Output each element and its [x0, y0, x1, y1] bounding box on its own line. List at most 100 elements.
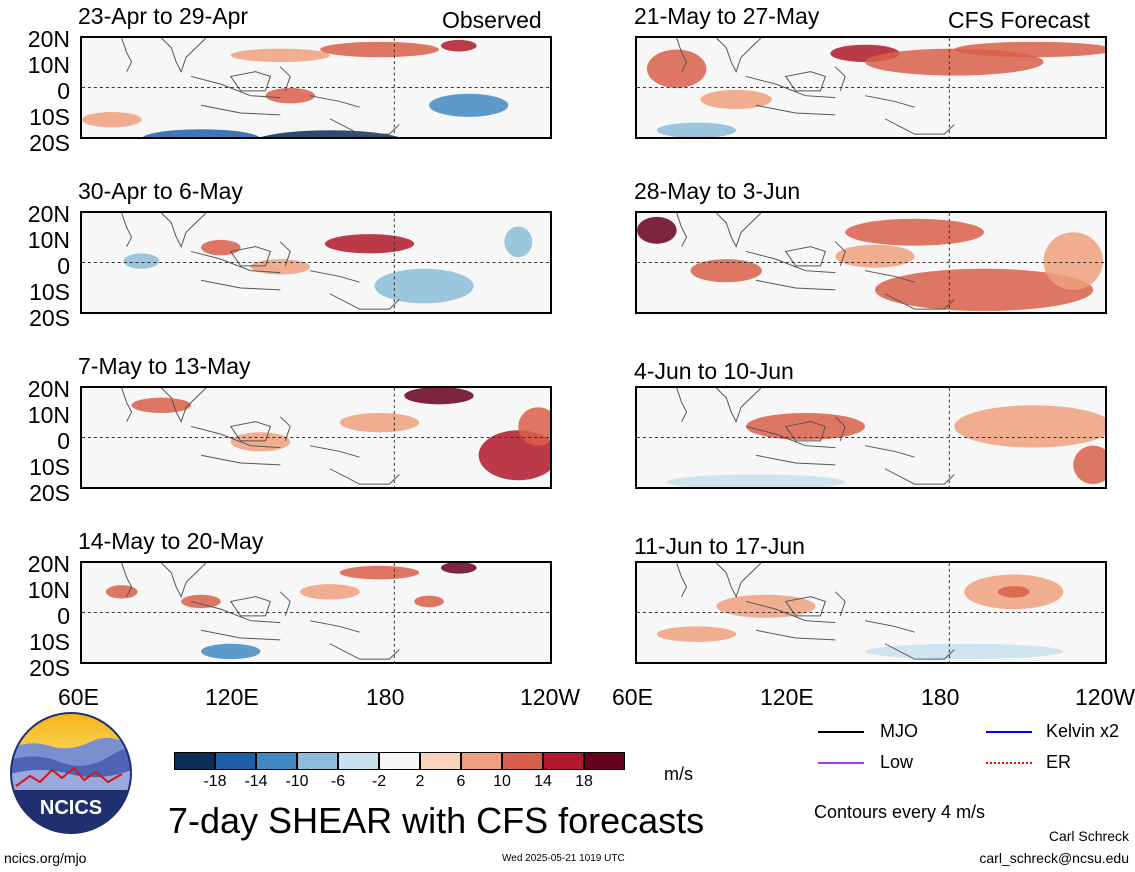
- lat-label: 0: [57, 253, 70, 279]
- colorbar-swatch: [543, 752, 584, 770]
- shear-anomaly-region: [250, 259, 311, 275]
- shear-anomaly-region: [518, 407, 550, 446]
- lat-label: 10S: [29, 279, 70, 305]
- coastline: [121, 38, 400, 135]
- shear-anomaly-region: [666, 474, 846, 487]
- shear-anomaly-region: [835, 244, 915, 268]
- ncics-logo: NCICS: [10, 712, 132, 834]
- legend-label-low: Low: [880, 752, 914, 772]
- footer-email[interactable]: carl_schreck@ncsu.edu: [979, 850, 1129, 866]
- shear-map: [82, 213, 550, 312]
- colorbar-swatch: [420, 752, 461, 770]
- coastline: [676, 388, 955, 485]
- shear-map: [82, 38, 550, 137]
- lat-label: 0: [57, 78, 70, 104]
- lat-label: 20S: [29, 305, 70, 331]
- map-panel-fc-2: [635, 211, 1107, 314]
- shear-map: [82, 563, 550, 662]
- coastline: [121, 563, 400, 660]
- colorbar-label: 6: [456, 773, 466, 790]
- map-panel-fc-4: [635, 561, 1107, 664]
- coastline: [121, 213, 400, 310]
- colorbar-label: -10: [285, 773, 309, 790]
- colorbar-label: -18: [203, 773, 227, 790]
- colorbar-label: -14: [244, 773, 268, 790]
- panel-title-obs-1: 23-Apr to 29-Apr: [78, 3, 249, 29]
- shear-anomaly-region: [404, 388, 474, 405]
- lon-label-120w-right: 120W: [1075, 684, 1135, 710]
- shear-map: [637, 563, 1105, 662]
- shear-anomaly-region: [261, 130, 399, 137]
- shear-anomaly-region: [265, 87, 316, 104]
- shear-anomaly-region: [690, 259, 762, 283]
- shear-anomaly-region: [230, 48, 330, 63]
- svg-text:NCICS: NCICS: [40, 797, 102, 819]
- shear-anomaly-region: [656, 626, 737, 642]
- colorbar-swatch: [379, 752, 420, 770]
- lat-label: 0: [57, 603, 70, 629]
- colorbar-unit: m/s: [664, 764, 693, 784]
- coastline: [676, 38, 955, 135]
- shear-anomaly-region: [82, 112, 142, 128]
- shear-anomaly-region: [997, 586, 1030, 598]
- colorbar-swatch: [215, 752, 256, 770]
- legend-label-kelvin: Kelvin x2: [1046, 721, 1120, 741]
- legend-label-er: ER: [1046, 752, 1072, 772]
- legend-line-low: [818, 762, 864, 764]
- shear-anomaly-region: [429, 93, 509, 117]
- lon-label-180-right: 180: [921, 684, 960, 710]
- lat-label: 10S: [29, 629, 70, 655]
- lon-label-120w-left: 120W: [520, 684, 581, 710]
- shear-anomaly-region: [181, 594, 221, 609]
- panel-title-fc-4: 11-Jun to 17-Jun: [634, 533, 805, 559]
- colorbar-label: 14: [534, 773, 552, 790]
- panel-title-fc-3: 4-Jun to 10-Jun: [634, 358, 794, 384]
- coastline: [676, 563, 955, 660]
- shear-anomaly-region: [874, 268, 1094, 312]
- map-panel-obs-1: [80, 36, 552, 139]
- shear-anomaly-region: [339, 412, 420, 433]
- lat-label: 10S: [29, 454, 70, 480]
- shear-anomaly-region: [324, 234, 415, 254]
- footer-url[interactable]: ncics.org/mjo: [4, 850, 87, 866]
- lon-label-60e-left: 60E: [58, 684, 99, 710]
- footer-timestamp: Wed 2025-05-21 1019 UTC: [502, 853, 625, 864]
- main-title: 7-day SHEAR with CFS forecasts: [168, 800, 705, 841]
- shear-anomaly-region: [656, 122, 737, 137]
- shear-map: [637, 38, 1105, 137]
- lat-label: 20S: [29, 130, 70, 156]
- colorbar-label: 10: [493, 773, 511, 790]
- lat-label: 0: [57, 428, 70, 454]
- colorbar-label: -6: [330, 773, 346, 790]
- observed-label: Observed: [442, 7, 542, 33]
- shear-anomaly-region: [700, 89, 772, 110]
- map-panel-obs-2: [80, 211, 552, 314]
- shear-map: [82, 388, 550, 487]
- colorbar-swatch: [256, 752, 297, 770]
- shear-anomaly-region: [440, 39, 477, 52]
- shear-map: [637, 388, 1105, 487]
- map-panel-obs-4: [80, 561, 552, 664]
- lat-label: 20S: [29, 655, 70, 681]
- coastline: [121, 388, 400, 485]
- lat-label: 20N: [27, 201, 70, 227]
- shear-anomaly-region: [504, 226, 533, 258]
- shear-anomaly-region: [646, 49, 707, 88]
- shear-anomaly-region: [200, 643, 261, 660]
- colorbar-label: 2: [415, 773, 425, 790]
- shear-anomaly-region: [230, 432, 291, 452]
- panel-title-fc-2: 28-May to 3-Jun: [634, 178, 801, 204]
- lat-label: 20N: [27, 551, 70, 577]
- colorbar-swatch: [584, 752, 625, 770]
- panel-title-fc-1: 21-May to 27-May: [634, 3, 820, 29]
- lon-label-120e-right: 120E: [760, 684, 814, 710]
- map-panel-fc-1: [635, 36, 1107, 139]
- lat-label: 20N: [27, 26, 70, 52]
- map-panel-obs-3: [80, 386, 552, 489]
- lon-label-60e-right: 60E: [612, 684, 653, 710]
- colorbar-label: -2: [371, 773, 387, 790]
- shear-anomaly-region: [414, 595, 444, 608]
- shear-anomaly-region: [1043, 232, 1104, 290]
- panel-title-obs-2: 30-Apr to 6-May: [78, 178, 243, 204]
- lat-label: 10S: [29, 104, 70, 130]
